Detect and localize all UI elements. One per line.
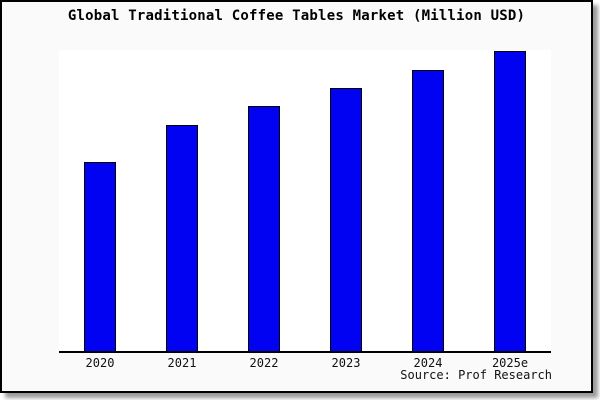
bar-slot-2024 [387, 50, 469, 351]
bar-2021 [166, 125, 198, 351]
bar-slot-2021 [141, 50, 223, 351]
source-note: Source: Prof Research [400, 368, 552, 382]
bar-slot-2022 [223, 50, 305, 351]
chart-page: Global Traditional Coffee Tables Market … [0, 0, 593, 393]
bar-2022 [248, 106, 280, 351]
plot-area [59, 50, 551, 351]
bar-2025e [494, 51, 526, 351]
bar-2024 [412, 70, 444, 351]
bar-slot-2025e [469, 50, 551, 351]
x-tick-label-2021: 2021 [167, 356, 197, 370]
chart-title: Global Traditional Coffee Tables Market … [67, 8, 526, 24]
bar-slot-2020 [59, 50, 141, 351]
x-tick-label-2022: 2022 [249, 356, 279, 370]
bar-2023 [330, 88, 362, 351]
x-tick-label-2025e: 2025e [491, 356, 529, 370]
x-tick-label-2024: 2024 [413, 356, 443, 370]
bar-2020 [84, 162, 116, 351]
x-tick-label-2023: 2023 [331, 356, 361, 370]
bar-slot-2023 [305, 50, 387, 351]
x-tick-label-2020: 2020 [85, 356, 115, 370]
bars-container [59, 50, 551, 351]
x-axis-line [59, 351, 551, 353]
x-axis-labels: 2020 2021 2022 2023 2024 2025e [59, 356, 551, 370]
